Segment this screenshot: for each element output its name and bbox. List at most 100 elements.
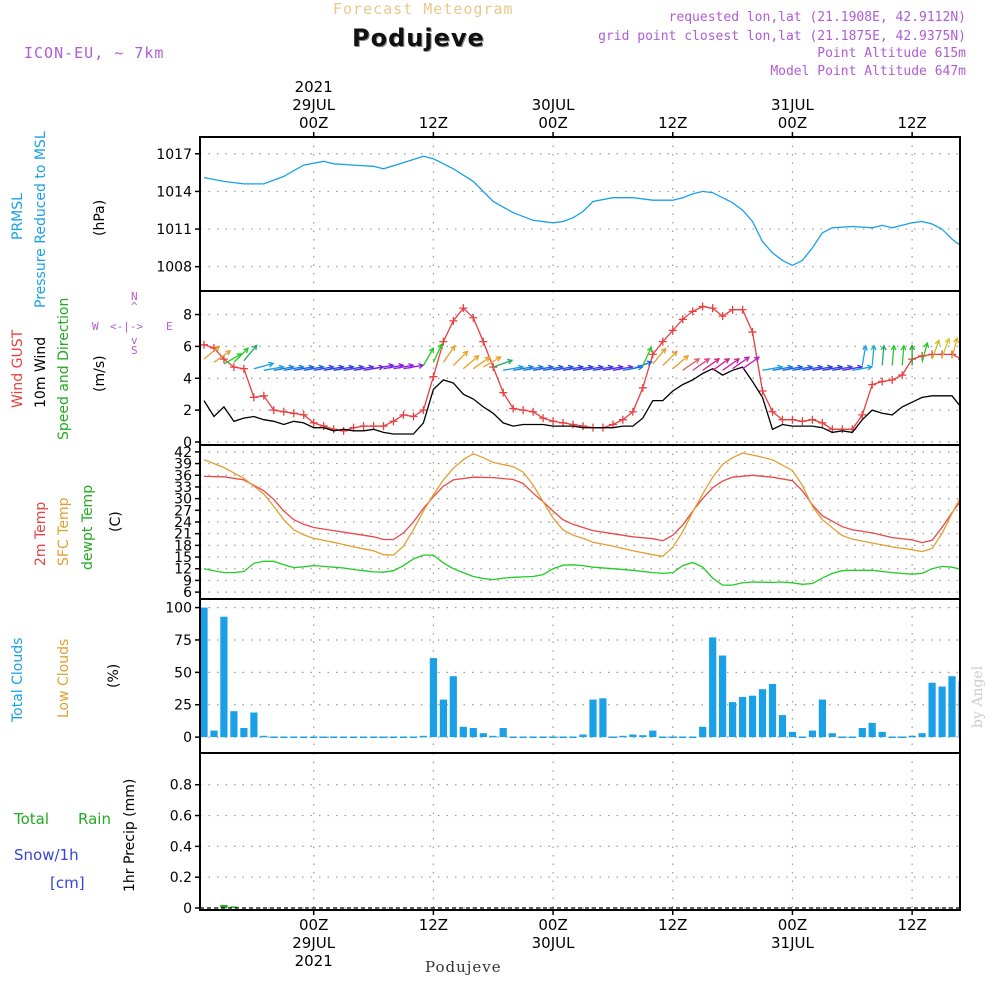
gust-marker <box>758 387 767 396</box>
bar <box>350 736 358 738</box>
wind-arrow <box>203 345 221 360</box>
gust-marker <box>898 371 907 380</box>
gust-marker <box>509 404 518 413</box>
gust-marker <box>798 417 807 426</box>
gust-marker <box>229 363 238 372</box>
y-tick-label: 0 <box>183 730 192 746</box>
gust-marker <box>399 410 408 419</box>
wind-arrow <box>452 350 469 366</box>
top-time-label: 00Z <box>299 114 328 132</box>
gust-marker <box>788 415 797 424</box>
compass-s: S <box>131 344 138 357</box>
bar <box>878 731 886 738</box>
y-tick-label: 1017 <box>156 147 192 163</box>
bar <box>499 728 507 738</box>
requested-coords: requested lon,lat (21.1908E, 42.9112N) <box>668 10 966 25</box>
bottom-time-label: 00Z <box>778 916 807 934</box>
y-tick-label: 0.4 <box>170 839 192 855</box>
gust-marker <box>499 388 508 397</box>
bar <box>689 736 697 738</box>
bar <box>609 736 617 738</box>
gust-marker <box>569 420 578 429</box>
wind-arrow <box>870 344 877 366</box>
gust-marker <box>529 407 538 416</box>
wind-arrow <box>253 361 275 370</box>
bar <box>240 728 248 738</box>
bottom-time-label: 00Z <box>299 916 328 934</box>
y-tick-label: 9 <box>183 573 192 589</box>
model-label: ICON-EU, ~ 7km <box>24 44 165 62</box>
bar <box>639 735 647 738</box>
gust-marker <box>778 415 787 424</box>
gust-marker <box>359 422 368 431</box>
bar <box>898 736 906 738</box>
compass-arrow-up: ^ <box>131 300 138 313</box>
bar <box>729 702 737 738</box>
y-tick-label: 6 <box>183 339 192 355</box>
bar <box>669 736 677 738</box>
gust-marker <box>259 391 268 400</box>
bar <box>739 697 747 738</box>
gust-marker <box>309 418 318 427</box>
y-tick-label: 33 <box>174 480 192 496</box>
y-tick-label: 42 <box>174 445 192 461</box>
precip-total-label: Total <box>14 810 50 828</box>
top-time-label: 00Z <box>538 114 567 132</box>
bottom-date-label: 30JUL <box>532 934 575 952</box>
wind-arrow <box>672 354 690 370</box>
point-altitude: Point Altitude 615m <box>817 46 966 61</box>
top-date-label: 29JUL <box>292 96 335 114</box>
location-title: Podujeve <box>352 24 485 52</box>
bar <box>858 728 866 738</box>
bar <box>768 684 777 738</box>
bar <box>539 736 547 738</box>
gust-marker <box>808 415 817 424</box>
gust-marker <box>878 377 887 386</box>
footer-location: Podujeve <box>425 958 502 976</box>
series-line-10m-wind <box>203 366 960 435</box>
panel-pressure <box>200 137 960 291</box>
y-tick-label: 21 <box>174 527 192 543</box>
gust-marker <box>219 355 228 364</box>
bar <box>300 736 308 738</box>
gust-marker <box>888 375 897 384</box>
gust-marker <box>698 302 707 311</box>
wind-arrow <box>652 347 667 365</box>
top-date-label: 31JUL <box>771 96 814 114</box>
bar <box>599 698 607 738</box>
y-tick-label: 1014 <box>156 184 192 200</box>
gust-marker <box>738 305 747 314</box>
bar <box>519 736 527 738</box>
bar <box>868 722 876 738</box>
bottom-time-label: 00Z <box>538 916 567 934</box>
panel-clouds <box>200 599 960 753</box>
bar <box>310 736 318 738</box>
wind-arrow <box>909 344 916 366</box>
bar <box>659 736 667 738</box>
compass-w: W <box>92 320 99 333</box>
bar <box>290 736 298 738</box>
bar <box>649 730 657 738</box>
gust-marker <box>269 406 278 415</box>
wind-arrow <box>951 336 960 358</box>
wind-arrow <box>880 344 887 366</box>
wind-arrow <box>233 347 250 363</box>
top-time-label: 12Z <box>419 114 448 132</box>
gust-marker <box>928 350 937 359</box>
gust-marker <box>239 364 248 373</box>
top-time-label: 12Z <box>658 114 687 132</box>
wind-arrow <box>462 354 480 370</box>
top-time-label: 12Z <box>897 114 926 132</box>
gust-marker <box>319 422 328 431</box>
bar <box>629 734 637 738</box>
grid-point-coords: grid point closest lon,lat (21.1875E, 42… <box>598 29 966 44</box>
panel-precipitation <box>200 753 960 910</box>
bar <box>549 736 557 738</box>
gust-marker <box>718 312 727 321</box>
y-tick-label: 0 <box>183 435 192 451</box>
wind-arrow <box>890 344 897 366</box>
bar <box>788 731 797 738</box>
compass-e: E <box>166 320 173 333</box>
bar <box>340 736 348 738</box>
